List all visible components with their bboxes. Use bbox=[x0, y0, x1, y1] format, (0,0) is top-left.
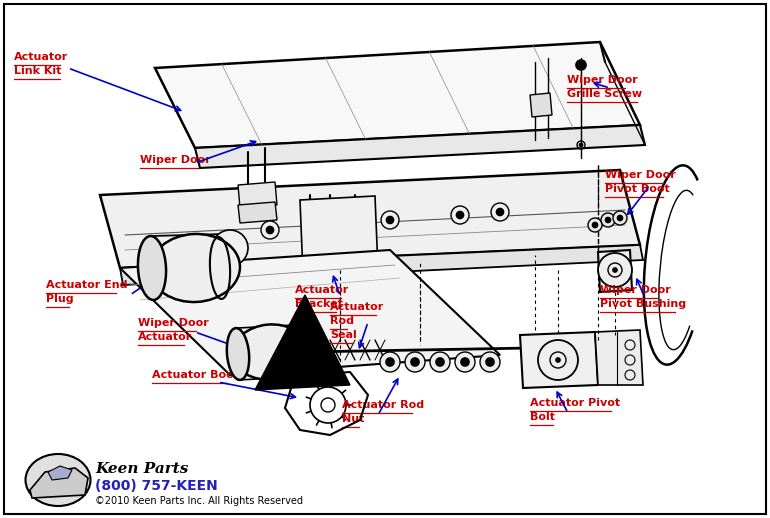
Ellipse shape bbox=[227, 328, 249, 380]
Text: Actuator Pivot: Actuator Pivot bbox=[530, 398, 620, 408]
Circle shape bbox=[266, 226, 273, 234]
Text: Seal: Seal bbox=[330, 330, 357, 340]
Ellipse shape bbox=[150, 234, 240, 302]
Text: Wiper Door: Wiper Door bbox=[567, 75, 638, 85]
Circle shape bbox=[480, 352, 500, 372]
Text: Link Kit: Link Kit bbox=[14, 66, 62, 76]
Ellipse shape bbox=[138, 236, 166, 300]
Circle shape bbox=[618, 215, 622, 221]
Text: Actuator Boot: Actuator Boot bbox=[152, 370, 239, 380]
Polygon shape bbox=[530, 93, 552, 117]
Circle shape bbox=[486, 358, 494, 366]
Polygon shape bbox=[155, 42, 640, 148]
Circle shape bbox=[457, 211, 464, 219]
Text: Grille Screw: Grille Screw bbox=[567, 89, 642, 99]
Circle shape bbox=[430, 352, 450, 372]
Circle shape bbox=[588, 218, 602, 232]
Circle shape bbox=[411, 358, 419, 366]
Text: Actuator: Actuator bbox=[138, 332, 192, 342]
Circle shape bbox=[491, 203, 509, 221]
Text: Wiper Door: Wiper Door bbox=[138, 318, 209, 328]
Text: ©2010 Keen Parts Inc. All Rights Reserved: ©2010 Keen Parts Inc. All Rights Reserve… bbox=[95, 496, 303, 506]
Circle shape bbox=[601, 213, 615, 227]
Ellipse shape bbox=[25, 454, 91, 506]
Polygon shape bbox=[595, 330, 643, 385]
Circle shape bbox=[461, 358, 469, 366]
Polygon shape bbox=[520, 332, 598, 388]
Circle shape bbox=[598, 253, 632, 287]
Circle shape bbox=[387, 217, 393, 223]
Polygon shape bbox=[255, 295, 350, 390]
Circle shape bbox=[605, 218, 611, 223]
Polygon shape bbox=[195, 125, 645, 168]
Circle shape bbox=[228, 246, 232, 250]
Text: Bolt: Bolt bbox=[530, 412, 555, 422]
Circle shape bbox=[436, 358, 444, 366]
Circle shape bbox=[451, 206, 469, 224]
Circle shape bbox=[592, 223, 598, 227]
Circle shape bbox=[497, 209, 504, 215]
Text: Bracket: Bracket bbox=[295, 299, 343, 309]
Polygon shape bbox=[238, 202, 277, 223]
Text: Keen Parts: Keen Parts bbox=[95, 462, 189, 476]
Circle shape bbox=[381, 211, 399, 229]
Text: Wiper Door: Wiper Door bbox=[605, 170, 676, 180]
Circle shape bbox=[576, 60, 586, 70]
Ellipse shape bbox=[233, 324, 307, 380]
Text: Pivot Boot: Pivot Boot bbox=[605, 184, 670, 194]
Circle shape bbox=[538, 340, 578, 380]
Circle shape bbox=[613, 211, 627, 225]
Circle shape bbox=[455, 352, 475, 372]
Polygon shape bbox=[120, 245, 643, 285]
Circle shape bbox=[380, 352, 400, 372]
Circle shape bbox=[386, 358, 394, 366]
Text: Rod: Rod bbox=[330, 316, 354, 326]
Circle shape bbox=[261, 221, 279, 239]
Text: Actuator: Actuator bbox=[14, 52, 69, 62]
Text: (800) 757-KEEN: (800) 757-KEEN bbox=[95, 479, 218, 493]
Circle shape bbox=[212, 230, 248, 266]
Polygon shape bbox=[100, 170, 640, 268]
Polygon shape bbox=[598, 250, 632, 292]
Circle shape bbox=[613, 268, 617, 272]
Polygon shape bbox=[30, 468, 88, 498]
Text: Wiper Door: Wiper Door bbox=[600, 285, 671, 295]
Text: Actuator: Actuator bbox=[295, 285, 350, 295]
Polygon shape bbox=[238, 182, 277, 208]
Text: Nut: Nut bbox=[342, 414, 364, 424]
Text: Plug: Plug bbox=[46, 294, 74, 304]
Circle shape bbox=[556, 358, 560, 362]
Polygon shape bbox=[300, 196, 378, 274]
Polygon shape bbox=[120, 250, 500, 375]
Text: Actuator: Actuator bbox=[330, 302, 384, 312]
Circle shape bbox=[405, 352, 425, 372]
Circle shape bbox=[580, 143, 582, 147]
Text: Actuator Rod: Actuator Rod bbox=[342, 400, 424, 410]
Text: Actuator End: Actuator End bbox=[46, 280, 128, 290]
Text: Wiper Door: Wiper Door bbox=[140, 155, 211, 165]
Polygon shape bbox=[48, 466, 72, 480]
Text: Pivot Bushing: Pivot Bushing bbox=[600, 299, 686, 309]
